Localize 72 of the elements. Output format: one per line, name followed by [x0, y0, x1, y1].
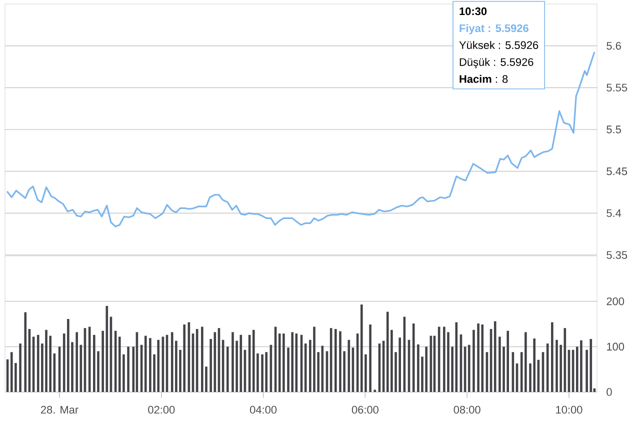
- bar: [201, 326, 204, 392]
- y-tick-label: 5.55: [606, 84, 628, 92]
- y-tick-label: 200: [606, 297, 624, 306]
- bar: [498, 336, 501, 392]
- bar: [417, 344, 420, 392]
- annotation: Düşük : 5.5926: [460, 58, 534, 68]
- bar: [149, 338, 152, 392]
- bar: [232, 332, 234, 392]
- bar: [261, 354, 264, 392]
- annotation: Fiyat : 5.5926: [460, 24, 528, 34]
- annotation: Yüksek : 5.5926: [459, 40, 538, 50]
- bar: [524, 332, 527, 392]
- y-tick-label: 5.45: [606, 168, 628, 176]
- bar: [533, 338, 536, 392]
- bar: [580, 340, 582, 392]
- bar: [118, 336, 121, 392]
- bar: [556, 340, 558, 392]
- annotation: Hacim : 8: [460, 74, 508, 83]
- bar: [425, 346, 428, 392]
- bar: [10, 352, 13, 392]
- y-tick-label: 5.5: [606, 126, 621, 134]
- bar: [551, 322, 554, 392]
- bar: [210, 338, 212, 392]
- bar: [106, 306, 108, 392]
- bar: [339, 331, 342, 392]
- bar: [398, 338, 401, 392]
- y-tick-label: 5.4: [606, 209, 622, 217]
- x-tick-label: 10:00: [556, 406, 582, 414]
- bar: [127, 346, 130, 392]
- bar: [468, 344, 470, 392]
- y-tick-label: 0: [606, 388, 612, 396]
- x-tick-label: 28. Mar: [40, 406, 78, 414]
- bar: [170, 332, 174, 392]
- annotation: 10:30: [460, 7, 487, 16]
- bar: [240, 334, 242, 392]
- bar: [313, 326, 316, 392]
- bar: [144, 336, 147, 392]
- bar: [369, 324, 372, 392]
- bar: [282, 334, 285, 392]
- bar: [360, 304, 363, 392]
- x-tick-label: 04:00: [250, 406, 277, 414]
- bar: [19, 343, 22, 392]
- bar: [506, 330, 509, 392]
- bar: [334, 328, 337, 392]
- y-tick-label: 5.6: [606, 42, 621, 50]
- x-tick-label: 08:00: [454, 406, 480, 414]
- bar: [481, 324, 484, 392]
- bar: [494, 321, 496, 392]
- x-tick-label: 02:00: [148, 406, 175, 414]
- bar: [348, 340, 350, 392]
- bar: [45, 330, 48, 392]
- bar: [67, 319, 70, 392]
- bar: [278, 334, 281, 392]
- x-tick-label: 06:00: [352, 406, 378, 414]
- bar: [93, 334, 96, 392]
- bar: [24, 312, 27, 392]
- bar: [291, 332, 294, 392]
- bar: [76, 332, 78, 392]
- bar: [455, 322, 458, 392]
- bar: [36, 334, 40, 392]
- bar: [472, 330, 475, 392]
- bar: [590, 338, 592, 392]
- bar: [386, 312, 389, 392]
- y-tick-label: 5.35: [606, 251, 628, 259]
- bar: [252, 330, 255, 392]
- bar: [183, 324, 186, 392]
- bar: [157, 340, 160, 392]
- bar: [477, 324, 480, 392]
- y-tick-label: 100: [607, 342, 624, 351]
- bar: [226, 346, 229, 392]
- bar: [265, 352, 268, 392]
- bar: [443, 326, 446, 392]
